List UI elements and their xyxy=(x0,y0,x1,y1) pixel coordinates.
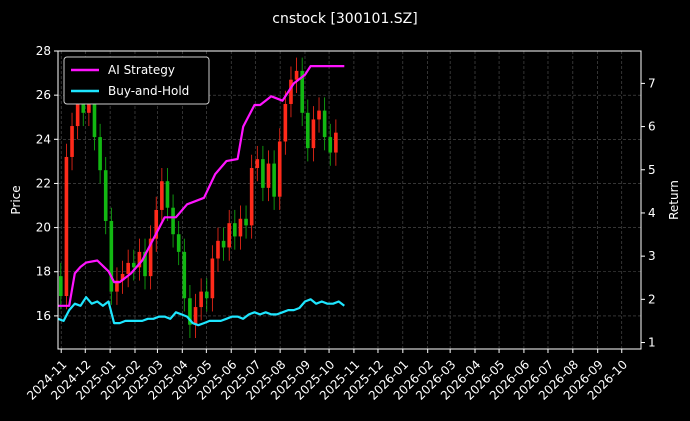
candle-body xyxy=(199,291,203,308)
candle-body xyxy=(261,159,265,188)
candle-body xyxy=(126,262,130,274)
candle-body xyxy=(317,110,321,120)
legend: AI Strategy Buy-and-Hold xyxy=(63,56,210,105)
y-right-tick-label: 4 xyxy=(648,206,656,220)
legend-box xyxy=(63,56,210,105)
y-right-tick-label: 2 xyxy=(648,292,656,306)
plot-frame xyxy=(57,50,642,350)
candle-body xyxy=(165,181,170,208)
candle-body xyxy=(182,251,187,299)
candle-body xyxy=(148,238,153,277)
candle-body xyxy=(283,103,288,142)
candle-body xyxy=(75,92,80,127)
y-right-tick-label: 7 xyxy=(648,76,656,90)
candle-body xyxy=(210,258,215,299)
candle-body xyxy=(171,207,175,235)
y-left-tick-label: 22 xyxy=(36,176,51,190)
candle-body xyxy=(131,262,136,268)
series-line-ai-strategy xyxy=(58,65,345,307)
candle-body xyxy=(289,79,293,104)
candle-body xyxy=(160,181,164,210)
candle-body xyxy=(216,240,220,259)
candle-body xyxy=(255,159,260,168)
candle-body xyxy=(103,170,108,221)
y-axis-left-label: Price xyxy=(9,185,23,214)
candle-body xyxy=(204,291,209,299)
y-left-tick-label: 18 xyxy=(36,265,51,279)
candle-body xyxy=(227,223,232,248)
y-right-tick-label: 3 xyxy=(648,249,656,263)
candle-body xyxy=(238,218,243,237)
candle-body xyxy=(328,137,333,153)
candle-body xyxy=(277,141,282,197)
y-right-tick-label: 1 xyxy=(648,336,656,350)
candle-body xyxy=(193,307,198,325)
candle-body xyxy=(300,70,304,113)
right-axis: 1 2 3 4 5 6 7 xyxy=(641,76,656,350)
candle-body xyxy=(120,273,125,281)
candle-body xyxy=(233,223,237,237)
y-axis-right-label: Return xyxy=(667,180,681,220)
legend-label-buy-and-hold: Buy-and-Hold xyxy=(108,84,189,98)
candle-body xyxy=(272,163,276,197)
left-axis: 16 18 20 22 24 26 28 xyxy=(36,44,58,323)
candle-body xyxy=(244,218,248,226)
y-left-tick-label: 28 xyxy=(36,44,51,58)
candle-body xyxy=(87,99,91,113)
y-left-tick-label: 20 xyxy=(36,221,51,235)
candle-body xyxy=(143,251,147,277)
x-axis: 2024-112024-122025-012025-022025-032025-… xyxy=(24,349,630,403)
y-left-tick-label: 16 xyxy=(36,309,51,323)
candle-body xyxy=(311,119,316,149)
candle-body xyxy=(59,276,63,297)
candle-body xyxy=(266,163,271,188)
candle-body xyxy=(322,110,327,138)
candle-body xyxy=(249,167,254,226)
y-left-tick-label: 26 xyxy=(36,88,51,102)
candle-body xyxy=(294,70,299,80)
y-right-tick-label: 5 xyxy=(648,163,656,177)
candle-body xyxy=(137,251,142,268)
return-lines xyxy=(57,65,345,327)
candle-body xyxy=(154,209,159,239)
y-right-tick-label: 6 xyxy=(648,120,656,134)
y-left-tick-label: 24 xyxy=(36,132,51,146)
candle-body xyxy=(70,126,74,157)
candle-body xyxy=(92,99,97,138)
candle-body xyxy=(109,220,114,292)
candle-body xyxy=(188,298,192,325)
candle-body xyxy=(221,240,226,248)
candle-body xyxy=(305,112,310,149)
legend-label-ai-strategy: AI Strategy xyxy=(108,63,175,77)
candle-body xyxy=(115,280,119,292)
candle-body xyxy=(176,234,181,252)
series-line-buy-and-hold xyxy=(57,296,345,327)
candle-body xyxy=(98,137,102,171)
candle-body xyxy=(334,132,338,153)
candle-body xyxy=(64,156,69,297)
chart-title: cnstock [300101.SZ] xyxy=(272,11,417,27)
